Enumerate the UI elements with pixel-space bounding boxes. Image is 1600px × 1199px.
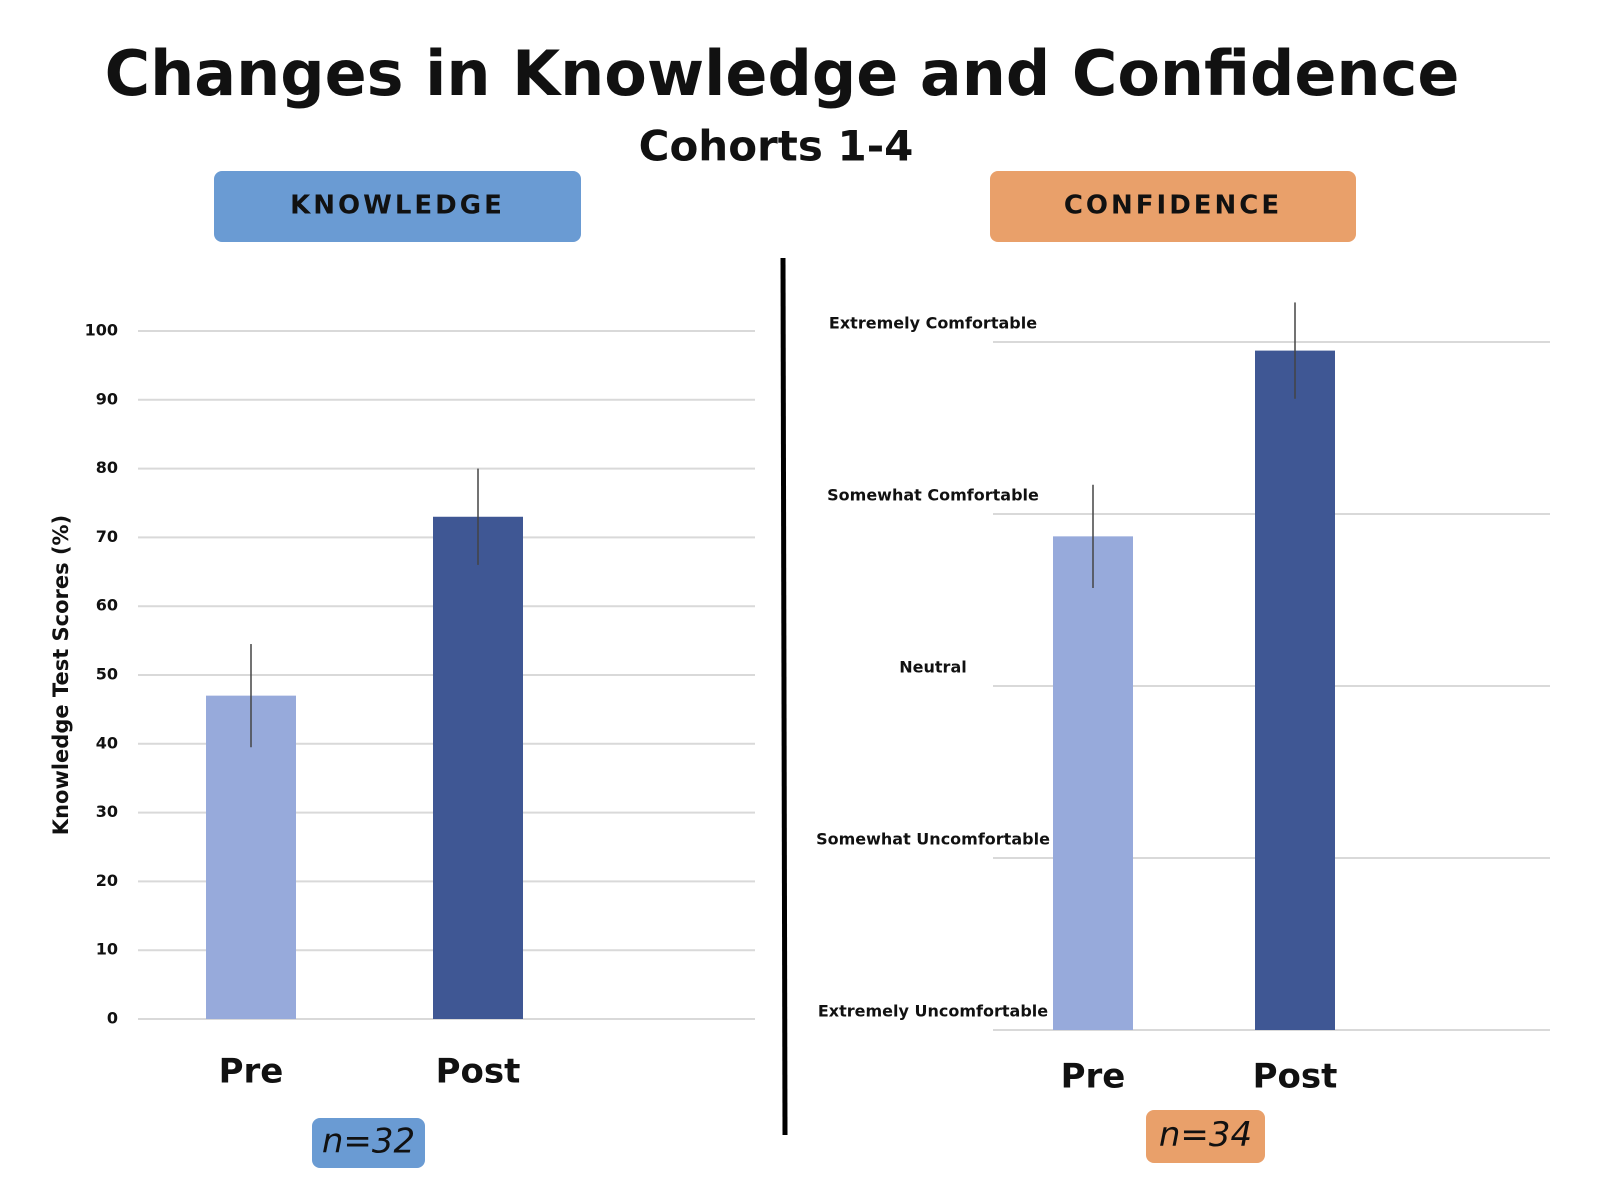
y-tick-label: 70	[96, 527, 118, 546]
divider	[780, 257, 788, 1136]
note-label: n=32	[322, 1122, 415, 1162]
y-tick-label: 20	[96, 871, 118, 890]
y-tick-label: Extremely Comfortable	[829, 314, 1037, 333]
header-label: CONFIDENCE	[1064, 191, 1282, 221]
header-box	[214, 171, 581, 242]
header-box	[990, 171, 1356, 242]
y-tick-label: 90	[96, 389, 118, 408]
x-tick-label: Pre	[219, 1052, 284, 1092]
x-tick-label: Pre	[1061, 1057, 1126, 1097]
y-tick-label: 80	[96, 458, 118, 477]
y-tick-label: Somewhat Uncomfortable	[816, 830, 1050, 849]
note-box	[1146, 1110, 1265, 1163]
bar	[206, 695, 296, 1019]
bar	[1053, 536, 1133, 1030]
y-tick-label: 60	[96, 596, 118, 615]
header-label: KNOWLEDGE	[290, 191, 505, 221]
subtitle: Cohorts 1-4	[639, 122, 914, 171]
y-tick-label: Somewhat Comfortable	[827, 486, 1039, 505]
note-label: n=34	[1159, 1115, 1252, 1155]
y-tick-label: 10	[96, 940, 118, 959]
title: Changes in Knowledge and Confidence	[105, 37, 1460, 110]
y-tick-label: Neutral	[899, 658, 966, 677]
bar	[433, 516, 523, 1019]
x-tick-label: Post	[1253, 1057, 1338, 1097]
y-tick-label: 30	[96, 802, 118, 821]
y-tick-label: 40	[96, 733, 118, 752]
y-tick-label: 50	[96, 665, 118, 684]
y-tick-label: Extremely Uncomfortable	[818, 1002, 1048, 1021]
note-box	[312, 1118, 425, 1168]
y-tick-label: 0	[107, 1009, 118, 1028]
y-axis-label: Knowledge Test Scores (%)	[49, 515, 73, 835]
bar	[1255, 350, 1335, 1031]
y-tick-label: 100	[85, 321, 118, 340]
x-tick-label: Post	[436, 1052, 521, 1092]
